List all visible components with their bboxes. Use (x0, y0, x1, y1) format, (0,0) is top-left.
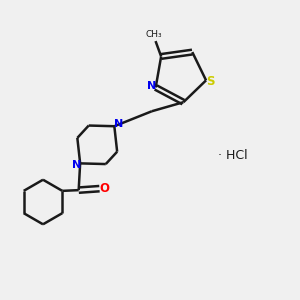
Text: · HCl: · HCl (218, 149, 248, 162)
Text: S: S (207, 75, 215, 88)
Text: N: N (148, 81, 157, 91)
Text: O: O (100, 182, 110, 195)
Text: N: N (114, 119, 123, 129)
Text: CH₃: CH₃ (146, 30, 162, 39)
Text: N: N (72, 160, 81, 170)
